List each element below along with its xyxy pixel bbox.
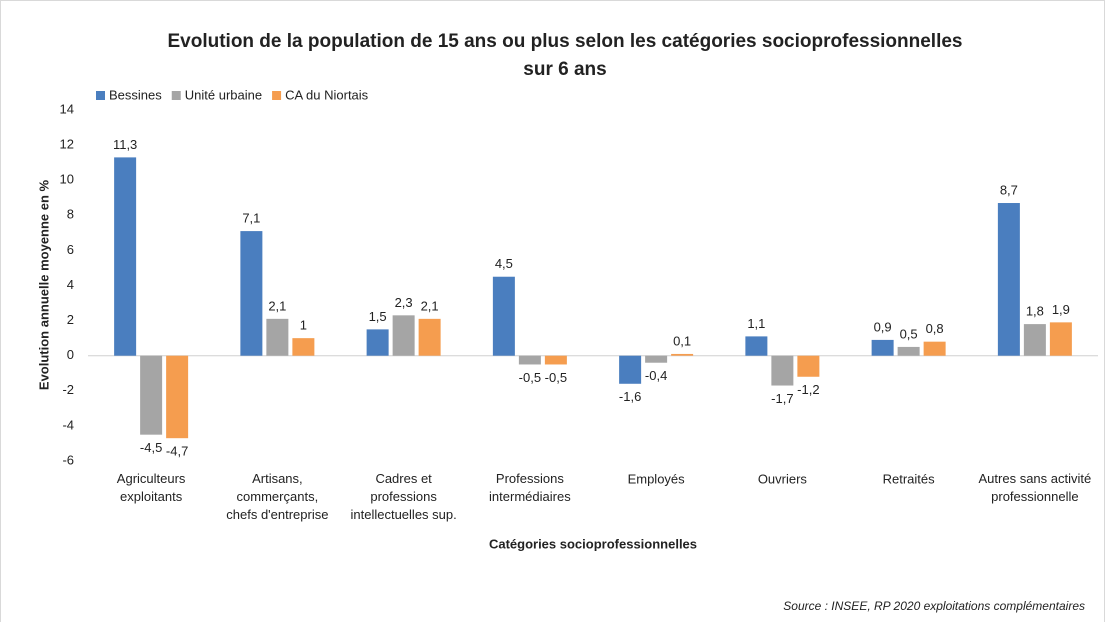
bar bbox=[544, 355, 567, 365]
y-tick-label: -6 bbox=[62, 452, 74, 467]
bar bbox=[1023, 324, 1046, 356]
value-label: 1 bbox=[300, 318, 307, 333]
bar bbox=[240, 231, 263, 356]
bar bbox=[745, 336, 768, 356]
y-tick-label: 10 bbox=[60, 172, 74, 187]
x-tick-label: Cadres et professions intellectuelles sup. bbox=[351, 471, 457, 522]
value-label: -4,7 bbox=[166, 444, 188, 459]
legend-swatch bbox=[272, 91, 282, 100]
value-label: -1,2 bbox=[797, 382, 819, 397]
bar bbox=[997, 203, 1020, 356]
y-tick-label: 6 bbox=[67, 242, 74, 257]
bar bbox=[897, 346, 920, 356]
x-tick-label: Retraités bbox=[883, 471, 936, 486]
value-label: 11,3 bbox=[113, 137, 137, 152]
value-label: 2,1 bbox=[421, 298, 439, 313]
y-tick-label: 12 bbox=[60, 137, 74, 152]
bar bbox=[166, 355, 189, 439]
y-tick-label: 14 bbox=[60, 101, 74, 116]
bar bbox=[366, 329, 389, 356]
x-tick-label: Artisans, commerçants, chefs d'entreprise bbox=[226, 471, 328, 522]
y-tick-label: 8 bbox=[67, 207, 74, 222]
value-label: 2,1 bbox=[268, 298, 286, 313]
bar bbox=[492, 276, 515, 356]
y-tick-label: 2 bbox=[67, 312, 74, 327]
bar bbox=[292, 338, 315, 356]
legend-label: Bessines bbox=[109, 87, 162, 102]
x-tick-label: Autres sans activité professionnelle bbox=[979, 471, 1092, 504]
bar bbox=[518, 355, 541, 365]
x-tick-label: Professions intermédiaires bbox=[489, 471, 571, 504]
y-tick-label: -2 bbox=[62, 382, 74, 397]
value-label: 0,1 bbox=[673, 333, 691, 348]
bar bbox=[1049, 322, 1072, 356]
value-label: 0,9 bbox=[874, 319, 892, 334]
value-label: 0,8 bbox=[926, 321, 944, 336]
bar bbox=[392, 315, 415, 356]
bar bbox=[771, 355, 794, 386]
value-label: -1,6 bbox=[619, 389, 641, 404]
value-label: 0,5 bbox=[900, 326, 918, 341]
bar bbox=[671, 353, 694, 356]
y-axis-title: Evolution annuelle moyenne en % bbox=[36, 179, 51, 390]
legend-swatch bbox=[171, 91, 181, 100]
x-axis-title: Catégories socioprofessionnelles bbox=[489, 536, 697, 551]
value-label: -0,4 bbox=[645, 368, 667, 383]
bar bbox=[619, 355, 642, 384]
x-tick-label: Agriculteurs exploitants bbox=[117, 471, 186, 504]
bar bbox=[797, 355, 820, 377]
bar bbox=[140, 355, 163, 435]
x-tick-label: Ouvriers bbox=[758, 471, 808, 486]
value-label: 2,3 bbox=[395, 295, 413, 310]
legend-label: CA du Niortais bbox=[285, 87, 369, 102]
value-label: -0,5 bbox=[545, 370, 567, 385]
value-label: 1,1 bbox=[747, 316, 765, 331]
y-tick-label: -4 bbox=[62, 417, 74, 432]
value-label: 1,5 bbox=[369, 309, 387, 324]
value-label: 7,1 bbox=[242, 211, 260, 226]
bar bbox=[923, 341, 946, 356]
bar bbox=[418, 318, 441, 356]
chart-title: Evolution de la population de 15 ans ou … bbox=[167, 31, 962, 80]
source: Source : INSEE, RP 2020 exploitations co… bbox=[783, 599, 1085, 613]
value-label: -4,5 bbox=[140, 440, 162, 455]
value-label: 4,5 bbox=[495, 256, 513, 271]
legend-label: Unité urbaine bbox=[185, 87, 262, 102]
bar bbox=[871, 339, 894, 356]
value-label: -0,5 bbox=[519, 370, 541, 385]
y-tick-label: 4 bbox=[67, 277, 74, 292]
x-tick-label: Employés bbox=[628, 471, 686, 486]
bar bbox=[645, 355, 668, 363]
bar bbox=[266, 318, 289, 356]
value-label: -1,7 bbox=[771, 391, 793, 406]
value-label: 8,7 bbox=[1000, 182, 1018, 197]
value-label: 1,8 bbox=[1026, 304, 1044, 319]
bar bbox=[114, 157, 137, 356]
y-tick-label: 0 bbox=[67, 347, 74, 362]
legend-swatch bbox=[96, 91, 105, 100]
value-label: 1,9 bbox=[1052, 302, 1070, 317]
